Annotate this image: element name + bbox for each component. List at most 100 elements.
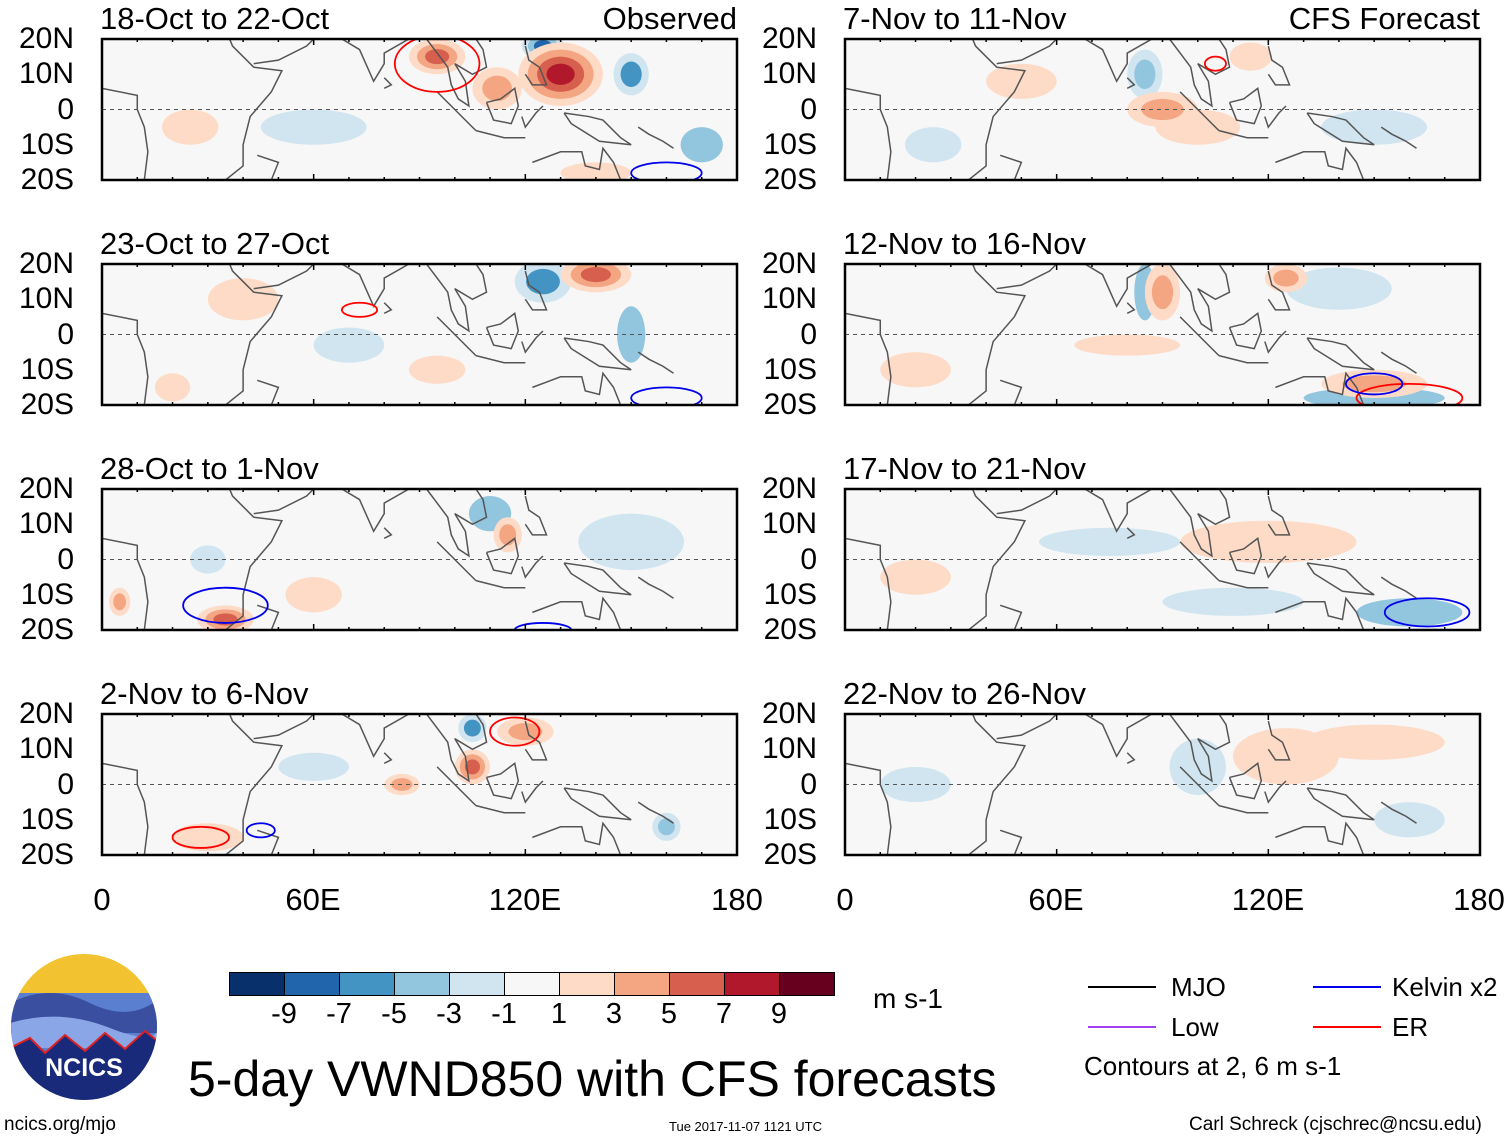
colorbar-label: -3 xyxy=(436,998,462,1030)
coastline xyxy=(521,555,544,579)
legend-label-kelvin: Kelvin x2 xyxy=(1392,972,1498,1002)
legend-label-er: ER xyxy=(1392,1012,1429,1042)
y-tick-label: 10S xyxy=(20,352,74,386)
coastline xyxy=(1126,302,1136,315)
colorbar-label: -1 xyxy=(491,998,517,1030)
wind-anomaly-blob xyxy=(1162,587,1304,616)
coastline xyxy=(436,541,477,582)
y-tick-label: 20S xyxy=(20,838,74,871)
panel-title: 18-Oct to 22-Oct xyxy=(100,1,330,36)
wind-anomaly-blob xyxy=(1180,520,1357,564)
wind-anomaly-blob xyxy=(680,127,723,163)
y-tick-label: 20N xyxy=(18,472,74,505)
coastline xyxy=(485,87,520,125)
coastline xyxy=(256,154,280,180)
coastline xyxy=(1218,354,1269,364)
coastline xyxy=(1126,77,1136,90)
coastline xyxy=(475,354,526,364)
wind-anomaly-blob xyxy=(260,109,367,145)
coastline xyxy=(102,264,284,405)
coastline xyxy=(436,766,477,807)
coastline xyxy=(341,714,410,758)
wind-anomaly-blob xyxy=(1151,275,1174,310)
colorbar-swatch xyxy=(505,973,560,995)
coastline xyxy=(1228,87,1263,125)
er-contour xyxy=(1355,382,1464,405)
x-tick-label: 60E xyxy=(1028,882,1084,917)
x-tick-label: 180 xyxy=(1453,882,1505,917)
wind-anomaly-blob xyxy=(526,268,560,295)
coastline xyxy=(102,762,149,855)
coastline xyxy=(1228,312,1263,350)
legend-line-mjo xyxy=(1088,986,1156,988)
coastline xyxy=(845,489,1027,630)
wind-anomaly-blob xyxy=(657,818,675,836)
coastline xyxy=(1267,495,1291,536)
coastline xyxy=(1275,821,1365,855)
coastline xyxy=(383,77,393,90)
map-panel xyxy=(843,37,1482,182)
kelvin-contour xyxy=(245,822,276,839)
colorbar-label: 7 xyxy=(715,998,733,1030)
y-tick-label: 20S xyxy=(20,163,74,196)
coastline xyxy=(102,489,284,630)
x-tick-label: 0 xyxy=(93,882,111,917)
coastline xyxy=(1267,270,1291,311)
coastline xyxy=(1168,489,1231,558)
wind-anomaly-blob xyxy=(578,513,685,571)
colorbar-swatch xyxy=(230,973,285,995)
coastline xyxy=(1306,562,1375,596)
coastline xyxy=(637,126,674,149)
wind-anomaly-blob xyxy=(154,373,191,402)
kelvin-contour xyxy=(1383,597,1471,628)
wind-anomaly-blob xyxy=(1074,334,1181,356)
er-contour xyxy=(171,825,230,849)
kelvin-contour xyxy=(1345,372,1404,396)
coastline xyxy=(425,714,488,783)
y-tick-label: 10N xyxy=(761,282,817,316)
wind-anomaly-blob xyxy=(1356,598,1463,627)
wind-anomaly-blob xyxy=(499,524,517,546)
wind-anomaly-blob xyxy=(1229,42,1272,71)
coastline xyxy=(383,752,393,765)
y-tick-label: 20N xyxy=(18,22,74,55)
coastline xyxy=(1179,316,1220,357)
kelvin-contour xyxy=(630,386,703,405)
ncics-logo: NCICS xyxy=(11,954,157,1100)
kelvin-contour xyxy=(182,586,269,624)
coastline xyxy=(996,264,1058,290)
panel-title: 28-Oct to 1-Nov xyxy=(100,451,319,486)
coastline xyxy=(485,762,520,800)
coastline xyxy=(341,489,410,533)
coastline xyxy=(1126,527,1136,540)
coastline xyxy=(1306,112,1375,146)
coastline xyxy=(1267,720,1291,761)
y-tick-label: 10N xyxy=(761,57,817,91)
colorbar-swatch xyxy=(285,973,340,995)
colorbar-swatch xyxy=(560,973,615,995)
coastline xyxy=(102,87,149,180)
wind-anomaly-blob xyxy=(463,719,481,737)
colorbar-label: 1 xyxy=(550,998,568,1030)
coastline xyxy=(532,596,622,630)
coastline xyxy=(1306,337,1375,371)
y-tick-label: 20S xyxy=(763,388,817,421)
coastline xyxy=(845,312,892,405)
coastline xyxy=(1218,129,1269,139)
coastline xyxy=(521,780,544,804)
coastline xyxy=(1380,576,1417,599)
footer-url: ncics.org/mjo xyxy=(4,1114,116,1135)
wind-anomaly-blob xyxy=(172,823,244,852)
coastline xyxy=(1275,371,1365,405)
coastline xyxy=(524,45,548,86)
coastline xyxy=(563,562,632,596)
coastline xyxy=(1228,762,1263,800)
wind-anomaly-blob xyxy=(1342,375,1406,393)
y-tick-label: 10S xyxy=(763,577,817,611)
coastline xyxy=(102,714,284,855)
coastline xyxy=(256,604,280,630)
coastline xyxy=(1084,39,1153,83)
coastline xyxy=(524,270,548,311)
coastline xyxy=(425,264,488,333)
